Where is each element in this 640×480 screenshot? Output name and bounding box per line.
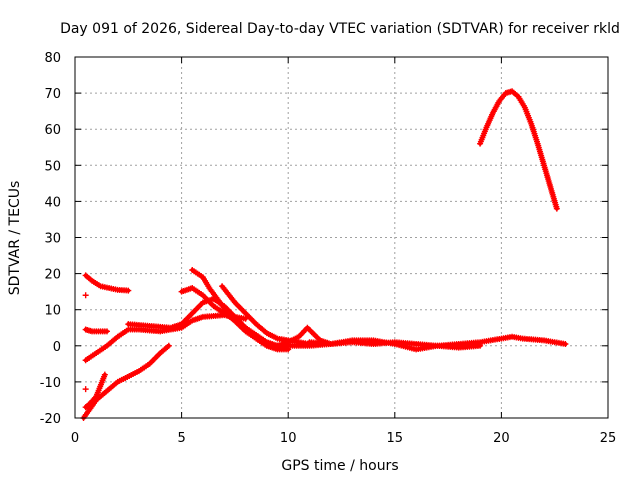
y-tick-label: 80 [44, 51, 61, 66]
x-tick-label: 20 [493, 431, 510, 446]
series-trace [81, 343, 171, 420]
y-axis-label: SDTVAR / TECUs [7, 181, 23, 296]
series-trace [83, 273, 131, 293]
stray-data-point [82, 292, 89, 299]
y-tick-label: 40 [44, 195, 61, 210]
series-trace [307, 338, 483, 352]
plot-frame [74, 56, 609, 419]
x-axis-label: GPS time / hours [281, 458, 398, 474]
series-trace [83, 313, 248, 363]
series-trace [478, 89, 559, 211]
series-track-late-arc [477, 88, 560, 212]
x-tick-label: 15 [387, 431, 404, 446]
y-tick-label: -20 [40, 412, 61, 427]
series-track-spike [274, 324, 334, 349]
x-tick-label: 25 [600, 431, 617, 446]
y-tick-label: 60 [44, 123, 61, 138]
series-trace [179, 286, 280, 348]
x-tick-label: 10 [280, 431, 297, 446]
y-tick-label: 30 [44, 232, 61, 247]
x-tick-label: 0 [71, 431, 79, 446]
chart-title: Day 091 of 2026, Sidereal Day-to-day VTE… [60, 21, 620, 37]
series-track-mid-early [82, 326, 110, 335]
series-track-rising-2 [80, 342, 172, 421]
y-tick-label: 0 [53, 340, 61, 355]
series-track-hump-4 [178, 285, 281, 349]
y-tick-label: 10 [44, 304, 61, 319]
y-tick-label: 70 [44, 87, 61, 102]
y-tick-label: 20 [44, 268, 61, 283]
data-points [80, 88, 569, 421]
stray-points [82, 292, 89, 393]
series-trace [83, 372, 107, 410]
series-track-low-early [82, 371, 108, 411]
y-tick-label: 50 [44, 159, 61, 174]
x-tick-label: 5 [177, 431, 185, 446]
stray-data-point [82, 386, 89, 393]
y-tick-label: -10 [40, 376, 61, 391]
series-track-flat-2 [306, 337, 484, 353]
axis-ticks: 0 5 10 15 20 25 -20 -10 0 10 20 30 40 50 60 70 80 [40, 51, 617, 446]
series-track-rising-1 [82, 312, 249, 364]
series-track-upper-early [82, 272, 132, 294]
series-trace [83, 327, 109, 334]
